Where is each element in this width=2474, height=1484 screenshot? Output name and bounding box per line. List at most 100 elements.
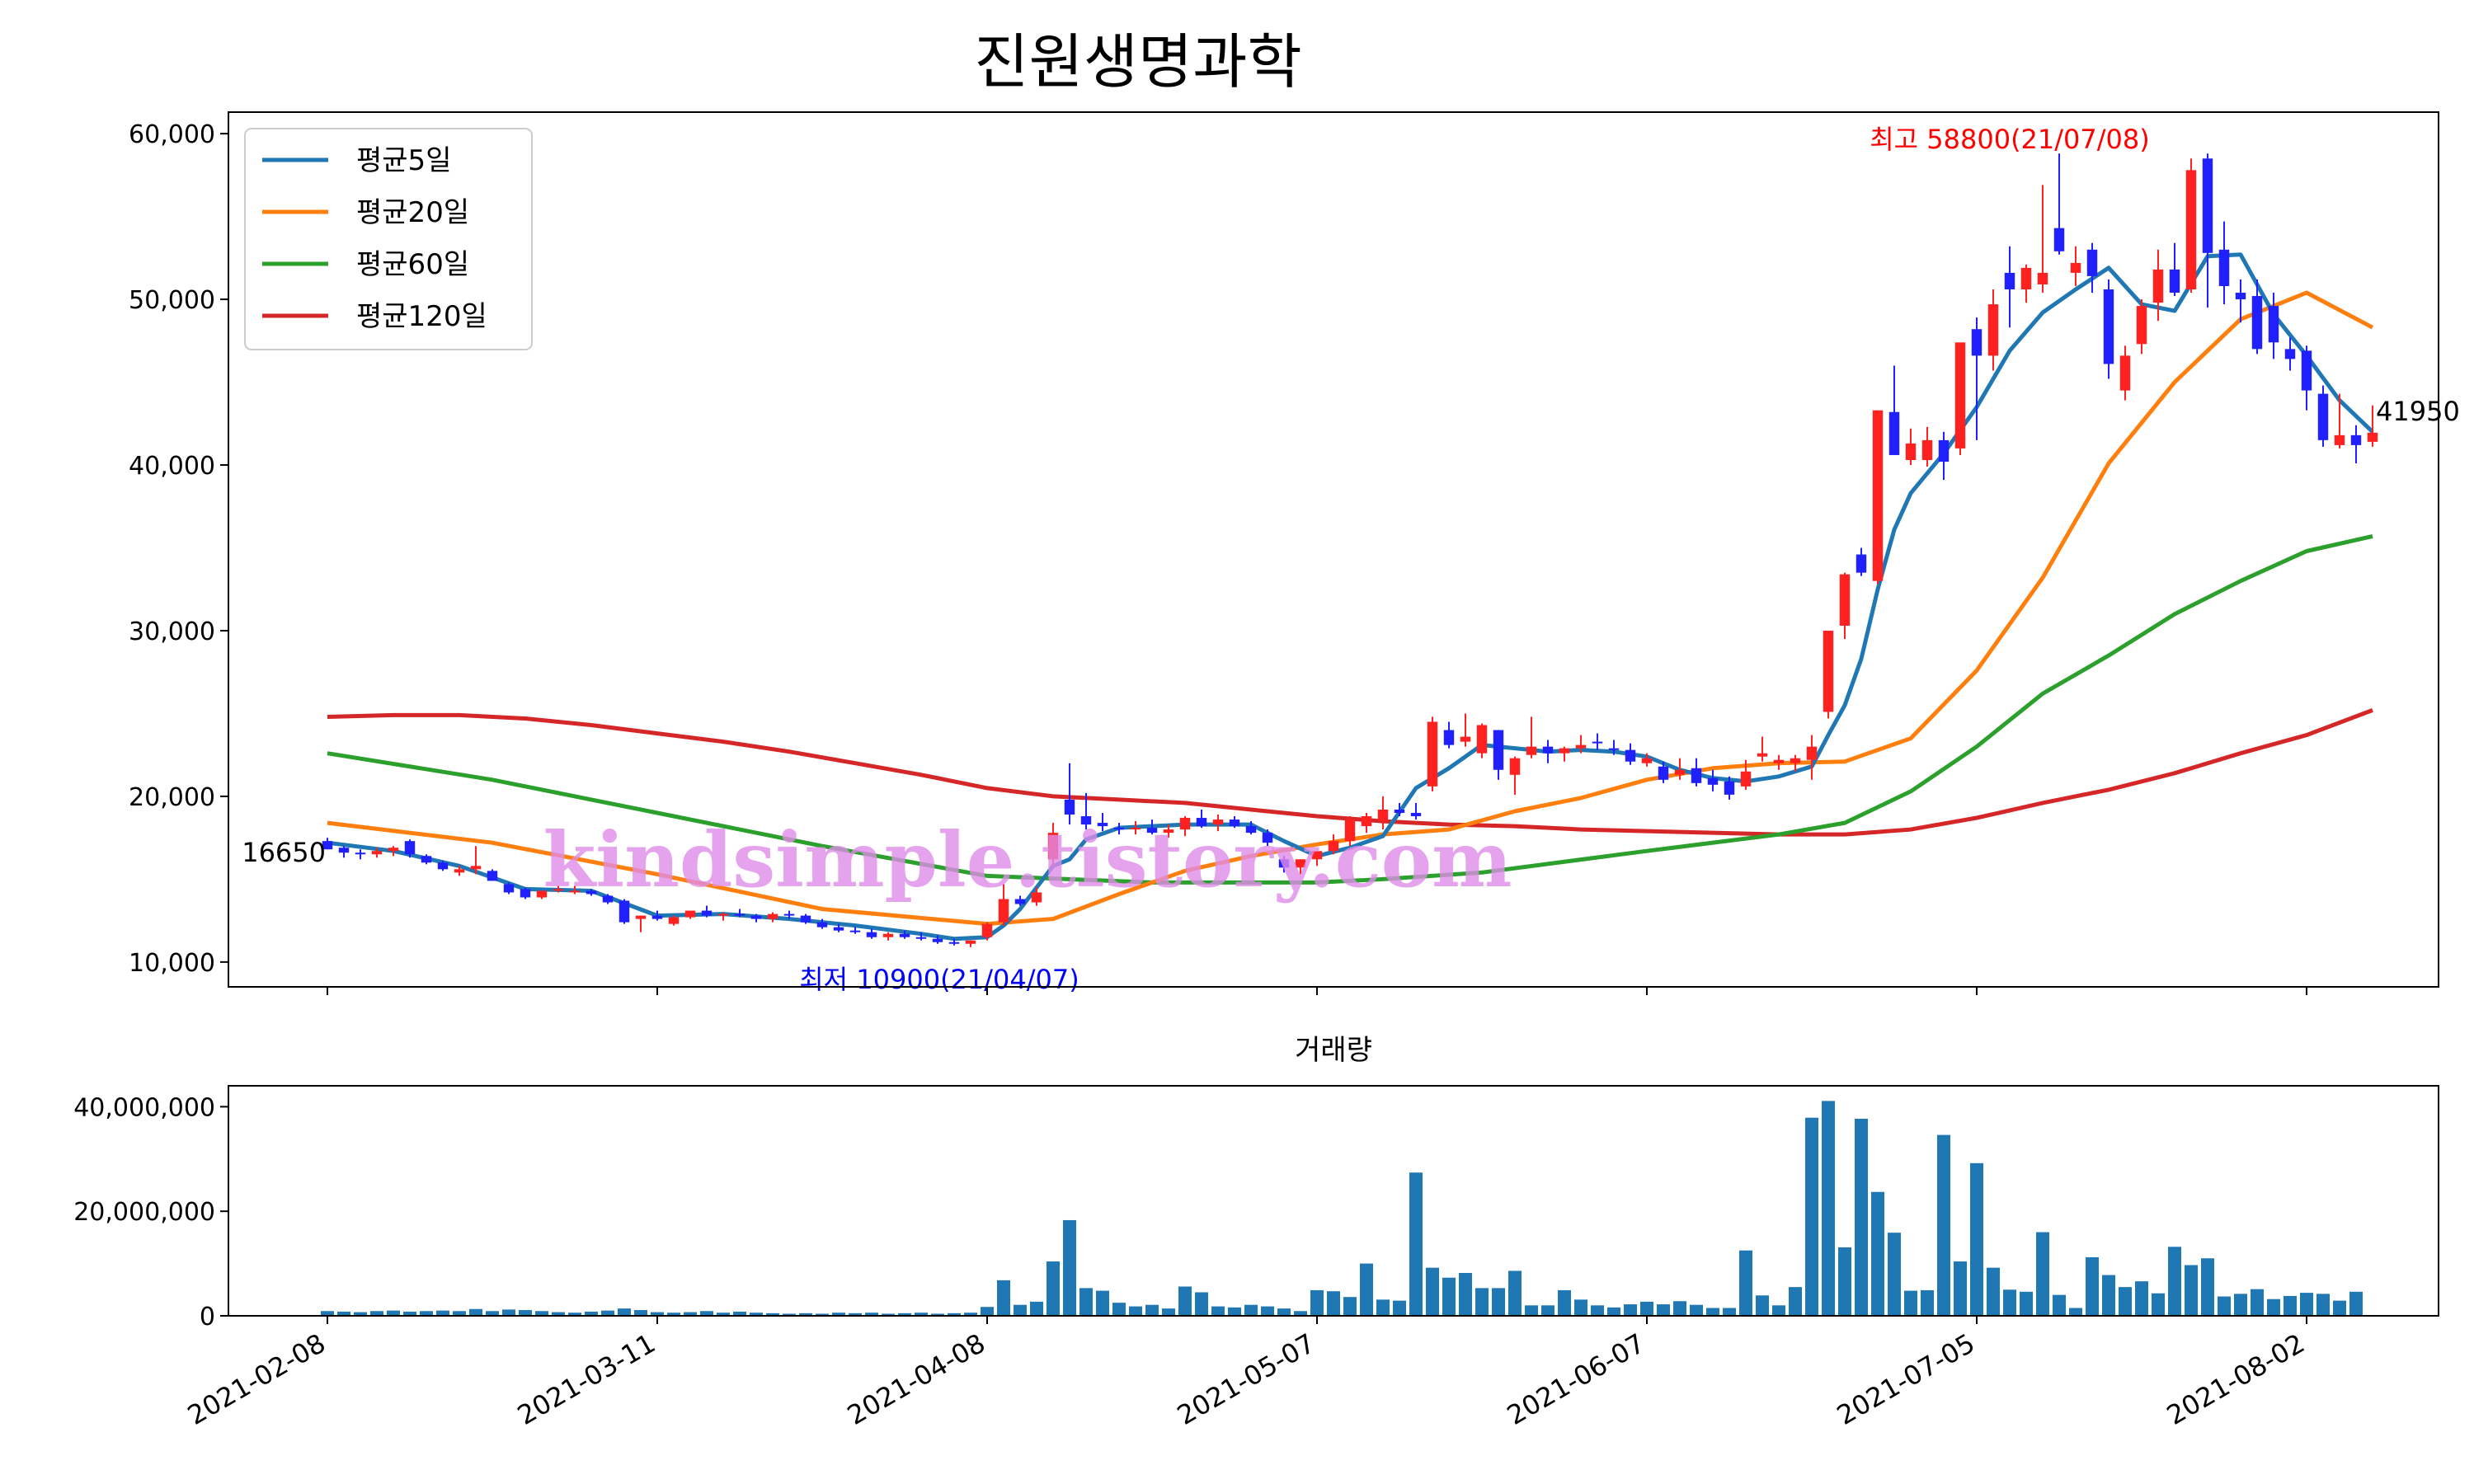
volume-bar <box>1855 1118 1868 1316</box>
volume-bar <box>2020 1291 2033 1316</box>
watermark: kindsimple.tistory.com <box>543 815 1512 904</box>
volume-bar <box>2234 1294 2247 1316</box>
volume-bar <box>2218 1296 2231 1316</box>
volume-bar <box>1541 1305 1554 1316</box>
volume-bar <box>1789 1287 1802 1316</box>
candle-body <box>1476 725 1488 754</box>
candle-body <box>1328 841 1339 852</box>
candle-body <box>1031 892 1042 903</box>
volume-bar <box>568 1313 581 1316</box>
candle-body <box>1938 439 1950 462</box>
volume-bar <box>1970 1162 1983 1316</box>
candle-body <box>2086 249 2098 276</box>
volume-bar <box>898 1313 911 1316</box>
volume-bars <box>321 1101 2363 1316</box>
candle-body <box>1344 819 1356 842</box>
volume-bar <box>2135 1281 2148 1316</box>
volume-bar <box>1987 1267 2000 1316</box>
volume-bar <box>1244 1304 1258 1316</box>
volume-bar <box>2102 1275 2115 1316</box>
volume-plot-frame <box>228 1085 2439 1317</box>
volume-bar <box>1327 1291 1340 1316</box>
candle-body <box>1757 753 1768 757</box>
candle-body <box>553 889 564 891</box>
volume-bar <box>651 1312 664 1316</box>
volume-bar <box>1145 1304 1159 1316</box>
candle-body <box>1460 736 1471 742</box>
volume-bar <box>1739 1250 1752 1316</box>
volume-bar <box>2185 1265 2198 1316</box>
date-x-tick-label: 2021-08-02 <box>2161 1327 2310 1431</box>
candle-body <box>1311 851 1323 860</box>
candle-body <box>1245 826 1257 834</box>
volume-bar <box>948 1313 961 1316</box>
volume-bar <box>552 1312 565 1316</box>
volume-bar <box>832 1313 845 1316</box>
volume-bar <box>1426 1267 1439 1316</box>
volume-bar <box>1904 1290 1917 1316</box>
volume-bar <box>1525 1305 1538 1316</box>
volume-bar <box>618 1308 631 1316</box>
candle-body <box>1806 746 1818 760</box>
candle-body <box>1278 859 1290 868</box>
volume-bar <box>1937 1134 1950 1316</box>
candle-body <box>1410 813 1422 817</box>
volume-bar <box>1261 1306 1274 1316</box>
volume-bar <box>1772 1305 1785 1316</box>
candle-body <box>1509 758 1521 775</box>
candle-body <box>1559 748 1570 754</box>
volume-bar <box>1063 1219 1076 1316</box>
volume-bar <box>1673 1301 1686 1316</box>
volume-bar <box>1954 1261 1967 1316</box>
volume-bar <box>1640 1301 1653 1316</box>
candle-body <box>1014 899 1026 904</box>
volume-bar <box>2168 1247 2181 1316</box>
price-y-tick-label: 30,000 <box>129 618 215 646</box>
volume-bar <box>1871 1191 1884 1316</box>
volume-bar <box>816 1313 829 1316</box>
volume-bar <box>1014 1304 1027 1316</box>
candle-body <box>932 938 943 942</box>
candle-body <box>2367 432 2378 442</box>
volume-bar <box>2003 1289 2016 1316</box>
candle-body <box>1790 758 1801 763</box>
candle-body <box>1146 828 1158 834</box>
candle-body <box>635 915 647 919</box>
candle-body <box>684 910 696 918</box>
candle-body <box>1954 342 1966 448</box>
candle-body <box>668 917 680 924</box>
price-annotations: 최고 58800(21/07/08) 최저 10900(21/04/07) 16… <box>242 124 2460 995</box>
candle-body <box>882 933 894 937</box>
volume-bar <box>1756 1295 1769 1316</box>
candle-body <box>849 930 861 932</box>
candle-body <box>767 913 778 919</box>
volume-bar <box>2251 1289 2264 1316</box>
candle-body <box>2301 350 2312 391</box>
legend-label-ma60: 평균60일 <box>356 248 469 281</box>
candle-body <box>783 913 795 916</box>
candle-body <box>2004 272 2015 290</box>
volume-bar <box>436 1310 449 1316</box>
volume-bar <box>1393 1300 1406 1316</box>
volume-bar <box>1508 1270 1522 1316</box>
volume-bar <box>1310 1289 1324 1316</box>
candle-body <box>487 871 498 881</box>
volume-bar <box>865 1313 878 1316</box>
volume-bar <box>1129 1306 1142 1316</box>
legend-box <box>244 128 533 350</box>
legend-label-ma120: 평균120일 <box>356 300 487 333</box>
candle-body <box>1097 823 1108 827</box>
volume-bar <box>1838 1247 1851 1316</box>
volume-bar <box>2316 1294 2330 1316</box>
candle-body <box>1707 777 1719 785</box>
volume-bar <box>700 1311 713 1316</box>
candle-body <box>998 899 1009 923</box>
volume-bar <box>370 1311 383 1316</box>
candle-body <box>2020 267 2032 290</box>
candle-body <box>2152 269 2164 303</box>
volume-bar <box>387 1310 400 1316</box>
date-x-tick-label: 2021-06-07 <box>1502 1327 1650 1431</box>
volume-title: 거래량 <box>1295 1034 1372 1067</box>
volume-bar <box>469 1308 482 1316</box>
